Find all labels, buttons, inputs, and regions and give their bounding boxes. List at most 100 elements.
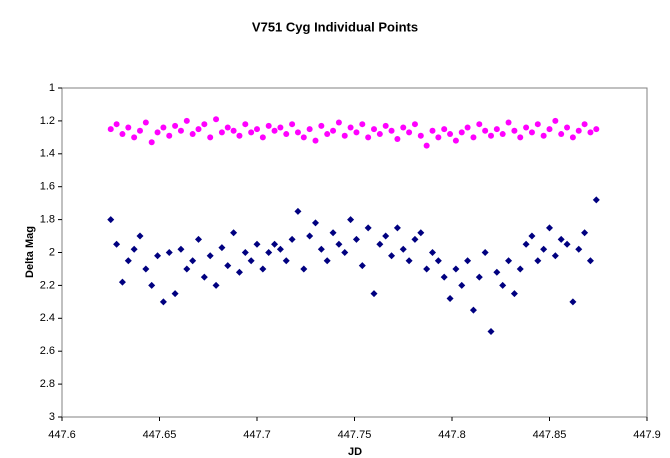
data-point — [335, 119, 342, 126]
data-point — [241, 249, 249, 256]
data-point — [499, 131, 506, 138]
data-point — [364, 224, 372, 232]
data-point — [271, 127, 278, 134]
data-point — [195, 235, 202, 243]
data-point — [183, 265, 191, 273]
data-point — [137, 127, 143, 134]
data-point — [119, 131, 126, 138]
data-point — [382, 232, 390, 240]
data-point — [230, 229, 238, 237]
y-tick-label: 1.8 — [40, 214, 55, 226]
data-point — [394, 135, 401, 142]
data-point — [406, 129, 413, 136]
data-point — [393, 224, 401, 232]
data-point — [452, 265, 460, 273]
data-point — [516, 265, 524, 273]
data-point — [166, 132, 173, 139]
data-point — [329, 229, 337, 237]
data-point — [265, 249, 273, 256]
data-point — [475, 273, 483, 281]
data-point — [429, 249, 436, 256]
data-point — [417, 229, 425, 237]
data-point — [177, 127, 184, 134]
data-point — [558, 131, 565, 138]
data-point — [464, 257, 472, 265]
data-point — [312, 137, 319, 144]
data-point — [376, 240, 384, 248]
x-tick-label: 447.7 — [243, 429, 271, 441]
data-point — [159, 298, 167, 306]
data-point — [224, 124, 231, 131]
data-point — [300, 134, 307, 141]
data-point — [207, 134, 214, 141]
data-point — [171, 290, 179, 298]
data-point — [276, 245, 284, 253]
data-point — [522, 240, 530, 248]
data-point — [154, 129, 161, 136]
data-point — [593, 126, 600, 133]
data-point — [546, 126, 553, 133]
data-point — [405, 257, 413, 265]
data-point — [259, 134, 266, 141]
x-tick-label: 447.75 — [338, 429, 372, 441]
data-point — [429, 127, 436, 134]
data-point — [488, 132, 494, 139]
data-point — [546, 224, 553, 232]
data-point — [254, 126, 260, 133]
data-point — [259, 265, 267, 273]
data-point — [440, 273, 448, 281]
data-point — [564, 124, 571, 131]
data-point — [376, 131, 383, 138]
data-point — [382, 122, 389, 129]
x-tick-label: 447.8 — [438, 429, 466, 441]
data-point — [248, 129, 255, 136]
data-point — [528, 232, 536, 240]
y-tick-label: 2.6 — [40, 345, 55, 357]
data-point — [160, 124, 167, 131]
data-point — [282, 257, 290, 265]
data-point — [423, 142, 430, 149]
y-axis-label: Delta Mag — [24, 226, 36, 278]
data-point — [569, 134, 576, 141]
data-point — [142, 119, 149, 126]
data-point — [236, 132, 243, 139]
data-point — [347, 124, 354, 131]
data-point — [423, 265, 431, 273]
data-point — [563, 240, 571, 248]
data-point — [113, 121, 120, 128]
data-point — [551, 252, 559, 260]
data-point — [118, 278, 126, 286]
data-point — [540, 132, 547, 139]
data-point — [200, 273, 208, 281]
data-point — [189, 131, 196, 138]
data-point — [534, 121, 541, 128]
data-point — [470, 134, 477, 141]
data-point — [183, 117, 190, 124]
data-point — [242, 121, 249, 128]
data-point — [224, 262, 232, 270]
data-point — [505, 257, 513, 265]
chart-title: V751 Cyg Individual Points — [252, 19, 418, 34]
data-point — [359, 121, 366, 128]
data-point — [142, 265, 150, 273]
data-point — [510, 290, 518, 298]
data-point — [317, 245, 325, 253]
data-point — [458, 281, 466, 289]
data-point — [195, 126, 202, 133]
data-point — [400, 124, 407, 131]
data-point — [481, 249, 489, 256]
data-point — [534, 257, 542, 265]
data-point — [586, 257, 594, 265]
data-point — [107, 216, 115, 224]
x-tick-label: 447.65 — [143, 429, 177, 441]
data-point — [411, 235, 419, 243]
data-point — [446, 295, 454, 303]
data-point — [358, 262, 366, 270]
data-point — [575, 245, 583, 253]
data-point — [189, 257, 197, 265]
data-point — [172, 122, 179, 129]
y-tick-label: 2.4 — [40, 312, 55, 324]
data-point — [476, 121, 483, 128]
data-point — [434, 257, 442, 265]
